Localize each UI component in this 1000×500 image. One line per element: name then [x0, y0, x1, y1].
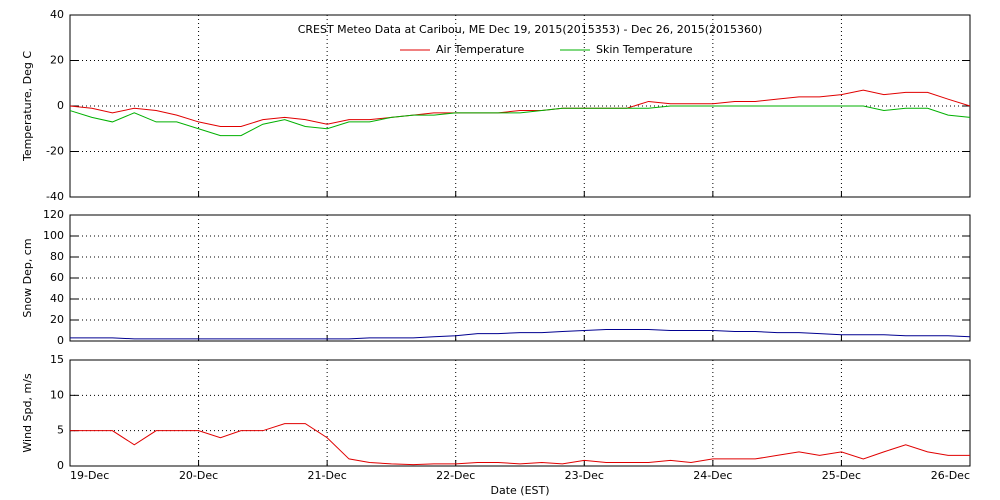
data-line: [70, 328, 971, 340]
y-tick-label: 60: [50, 271, 64, 284]
y-axis-label: Temperature, Deg C: [21, 51, 34, 162]
x-tick-label: 22-Dec: [436, 469, 475, 482]
legend-label: Air Temperature: [436, 43, 525, 56]
y-axis-label: Wind Spd, m/s: [21, 373, 34, 453]
legend-label: Skin Temperature: [596, 43, 693, 56]
x-tick-label: 19-Dec: [70, 469, 109, 482]
x-tick-label: 25-Dec: [822, 469, 861, 482]
y-tick-label: 15: [50, 353, 64, 366]
y-tick-label: 120: [43, 208, 64, 221]
y-tick-label: 5: [57, 424, 64, 437]
y-axis-label: Snow Dep, cm: [21, 238, 34, 317]
data-line: [70, 423, 970, 466]
y-tick-label: -20: [46, 145, 64, 158]
data-line: [69, 105, 971, 137]
y-tick-label: 20: [50, 54, 64, 67]
data-line: [69, 89, 971, 127]
y-tick-label: 100: [43, 229, 64, 242]
x-tick-label: 24-Dec: [693, 469, 732, 482]
x-tick-label: 23-Dec: [565, 469, 604, 482]
x-tick-label: 20-Dec: [179, 469, 218, 482]
y-tick-label: 0: [57, 334, 64, 347]
y-tick-label: 40: [50, 292, 64, 305]
y-tick-label: 40: [50, 8, 64, 21]
x-tick-label: 26-Dec: [931, 469, 970, 482]
y-tick-label: 10: [50, 388, 64, 401]
y-tick-label: 20: [50, 313, 64, 326]
x-tick-label: 21-Dec: [308, 469, 347, 482]
plot-frame: [69, 359, 971, 467]
y-tick-label: 0: [57, 99, 64, 112]
y-tick-label: -40: [46, 190, 64, 203]
y-tick-label: 80: [50, 250, 64, 263]
chart-title: CREST Meteo Data at Caribou, ME Dec 19, …: [298, 23, 763, 36]
x-axis-label: Date (EST): [490, 484, 549, 497]
y-tick-label: 0: [57, 459, 64, 472]
